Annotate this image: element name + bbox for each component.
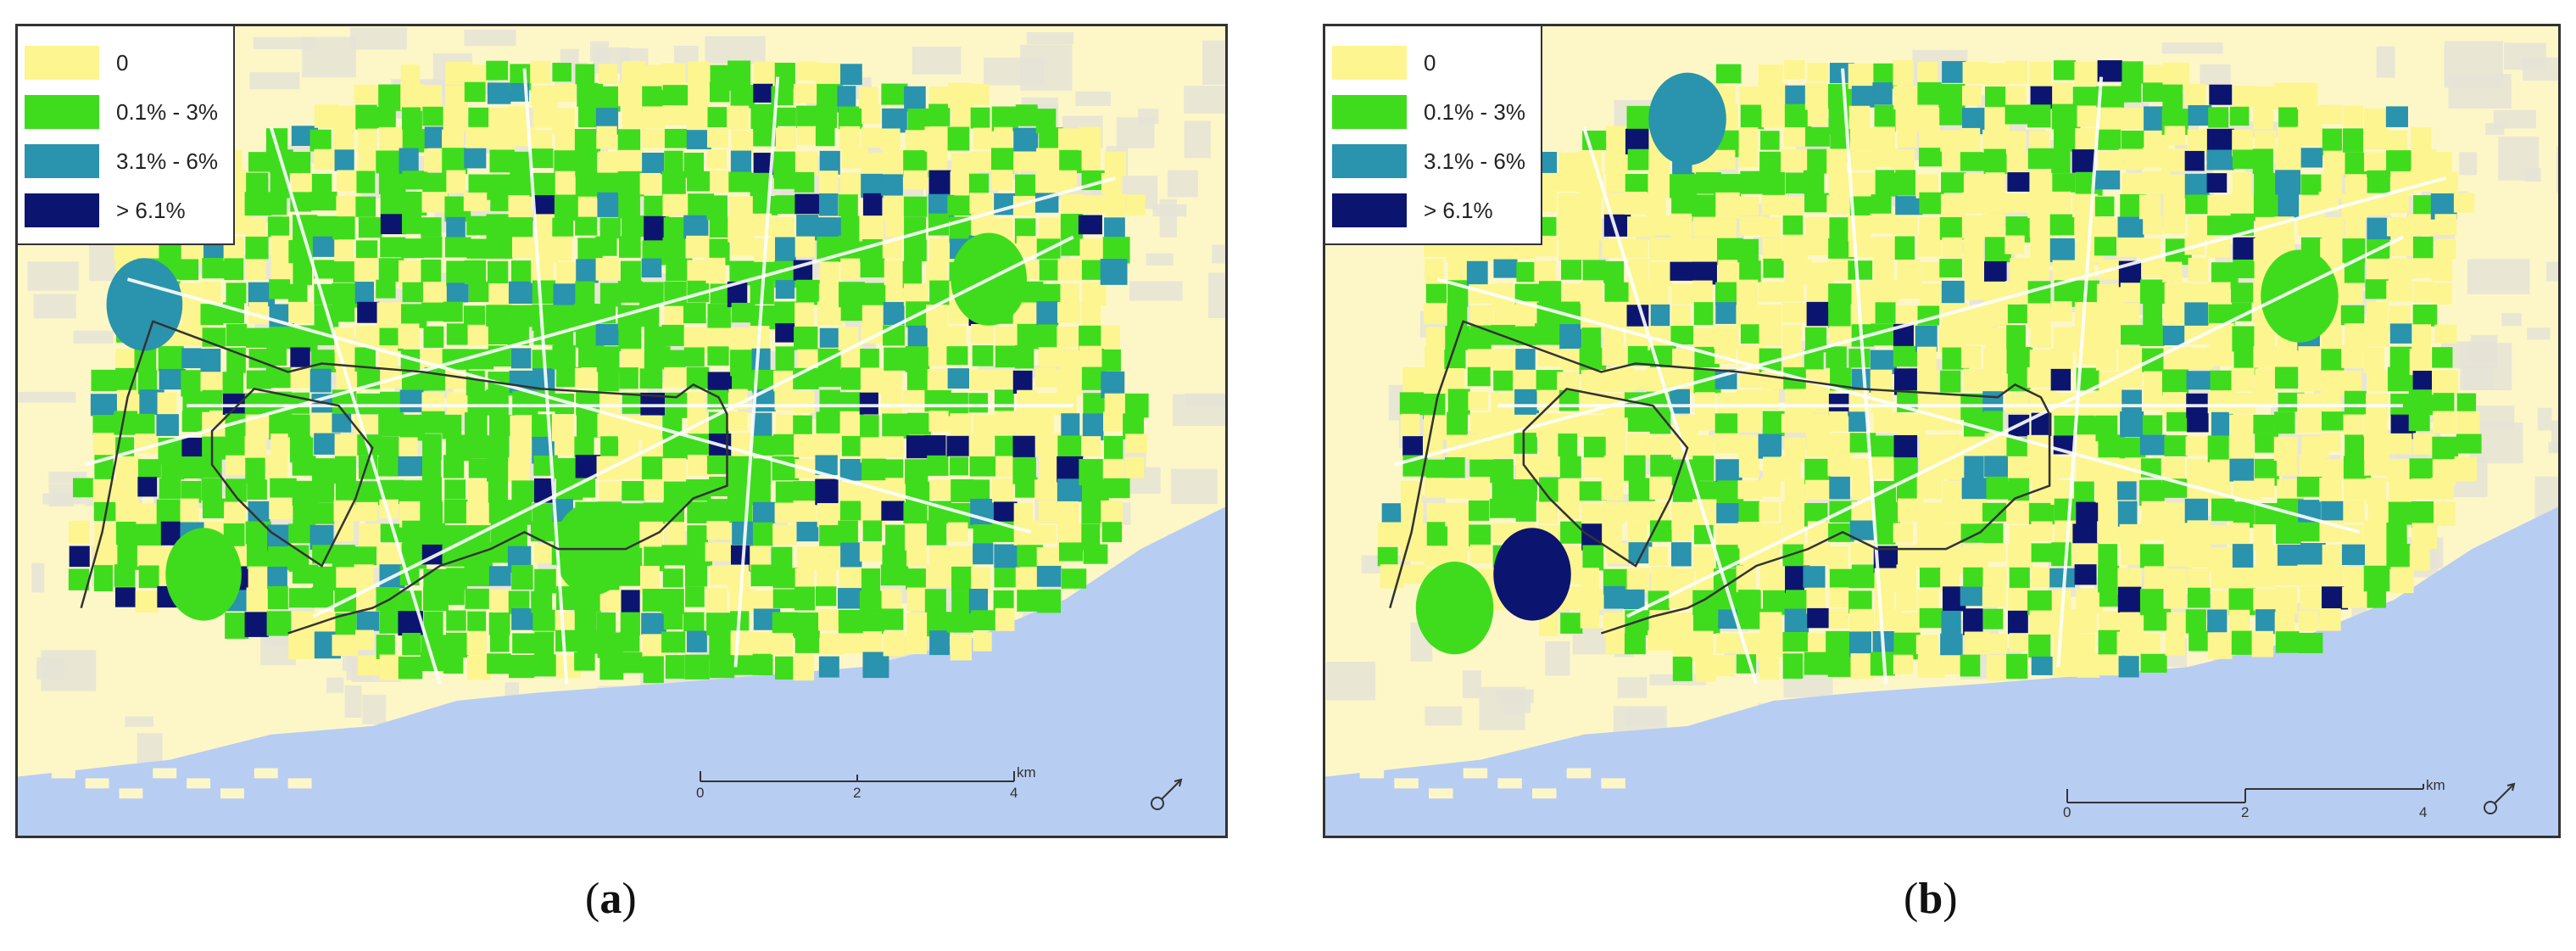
legend-label: 0 <box>1424 49 1436 76</box>
legend-item: 0.1% - 3% <box>1332 87 1525 137</box>
legend-swatch-3 <box>1332 193 1407 227</box>
legend-label: > 6.1% <box>116 197 186 223</box>
sea-b <box>1325 506 2558 836</box>
north-arrow-icon <box>2484 782 2516 814</box>
legend-item: 0 <box>1332 38 1525 87</box>
legend-swatch-2 <box>25 144 99 178</box>
legend-label: > 6.1% <box>1424 197 1493 223</box>
scale-tick-label: 0 <box>2063 804 2071 820</box>
legend-a: 0 0.1% - 3% 3.1% - 6% > 6.1% <box>18 26 235 245</box>
legend-item: 3.1% - 6% <box>1332 137 1525 186</box>
caption-b: (b) <box>1904 875 1958 923</box>
scale-tick-label: 0 <box>696 785 705 801</box>
legend-swatch-1 <box>1332 95 1407 129</box>
legend-b: 0 0.1% - 3% 3.1% - 6% > 6.1% <box>1325 26 1542 245</box>
north-arrow-icon <box>1151 778 1183 810</box>
legend-swatch-0 <box>1332 46 1407 80</box>
legend-item: 3.1% - 6% <box>25 137 218 186</box>
scale-tick-label: 2 <box>853 785 861 801</box>
district-outline-b <box>1389 320 2051 635</box>
legend-label: 0 <box>116 49 129 76</box>
scale-tick-label: 2 <box>2241 804 2250 820</box>
scale-tick-label: 4 <box>2419 804 2428 820</box>
legend-item: > 6.1% <box>25 186 218 235</box>
map-panel-b: 0 0.1% - 3% 3.1% - 6% > 6.1% 0 2 4 km <box>1323 24 2561 838</box>
census-blocks-a <box>68 60 1149 683</box>
scale-unit: km <box>1017 764 1036 780</box>
legend-label: 0.1% - 3% <box>1424 98 1525 125</box>
legend-item: > 6.1% <box>1332 186 1525 235</box>
legend-label: 3.1% - 6% <box>1424 148 1525 174</box>
scale-bar-b: 0 2 4 km <box>2046 777 2445 820</box>
sea-a <box>18 506 1225 836</box>
map-canvas-a <box>18 27 1225 836</box>
caption-letter: b <box>1918 875 1943 923</box>
legend-item: 0 <box>25 38 218 87</box>
map-panel-a: 0 0.1% - 3% 3.1% - 6% > 6.1% 0 2 4 km <box>15 24 1228 838</box>
scale-unit: km <box>2426 777 2445 793</box>
caption-a: (a) <box>585 875 637 923</box>
legend-item: 0.1% - 3% <box>25 87 218 137</box>
legend-swatch-2 <box>1332 144 1407 178</box>
legend-label: 3.1% - 6% <box>116 148 218 174</box>
census-blocks-b <box>1377 59 2482 683</box>
scale-bar-a: 0 2 4 km <box>679 763 1036 805</box>
legend-label: 0.1% - 3% <box>116 98 218 125</box>
legend-swatch-3 <box>25 193 99 227</box>
scale-tick-label: 4 <box>1010 785 1018 801</box>
map-canvas-b <box>1325 41 2558 836</box>
district-outline-a <box>80 320 728 635</box>
caption-letter: a <box>599 875 622 923</box>
legend-swatch-0 <box>25 46 99 80</box>
legend-swatch-1 <box>25 95 99 129</box>
